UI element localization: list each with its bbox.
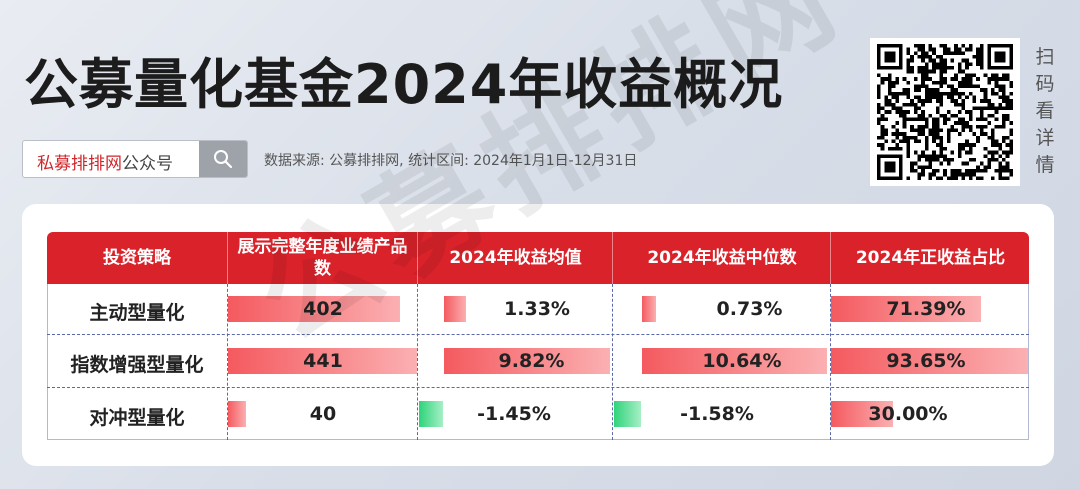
- row-divider: [47, 387, 1029, 388]
- positive-bar: [831, 401, 893, 427]
- strategy-label: 指数增强型量化: [70, 354, 204, 376]
- positive-value: 71.39%: [886, 298, 966, 320]
- scan-char: 情: [1035, 154, 1055, 176]
- mean-value: 9.82%: [498, 350, 565, 372]
- scan-char: 码: [1035, 73, 1055, 95]
- median-value: -1.58%: [680, 403, 754, 425]
- positive-value: 93.65%: [886, 350, 966, 372]
- page-title: 公募量化基金2024年收益概况: [24, 53, 784, 116]
- header-count: 展示完整年度业绩产品数: [227, 232, 417, 284]
- median-bar: [614, 401, 641, 427]
- median-value: 0.73%: [716, 298, 783, 320]
- scan-char: 扫: [1035, 46, 1055, 68]
- column-divider: [830, 284, 831, 440]
- header-median: 2024年收益中位数: [612, 232, 831, 284]
- count-value: 402: [303, 298, 343, 320]
- column-divider: [417, 284, 418, 440]
- data-source-note: 数据来源: 公募排排网, 统计区间: 2024年1月1日-12月31日: [264, 153, 638, 169]
- table-border: [47, 284, 1029, 440]
- mean-value: 1.33%: [504, 298, 570, 320]
- scan-caption: 扫 码 看 详 情: [1033, 44, 1057, 179]
- table-row: 主动型量化 402 1.33% 0.73% 71.39%: [47, 284, 1029, 334]
- scan-char: 看: [1035, 100, 1055, 122]
- count-bar: [228, 401, 246, 427]
- mean-bar: [444, 348, 610, 374]
- qr-code-icon: [877, 44, 1013, 180]
- strategy-label: 对冲型量化: [89, 407, 185, 429]
- table-row: 指数增强型量化 441 9.82% 10.64% 93.65%: [47, 335, 1029, 387]
- header-strategy: 投资策略: [103, 248, 171, 268]
- table-header: 投资策略 展示完整年度业绩产品数 2024年收益均值 2024年收益中位数 20…: [47, 232, 1029, 284]
- search-button[interactable]: [199, 141, 247, 177]
- brand-suffix: 公众号: [122, 154, 173, 174]
- median-bar: [642, 348, 827, 374]
- median-value: 10.64%: [702, 350, 782, 372]
- positive-bar: [831, 296, 981, 322]
- brand-name: 私募排排网: [37, 154, 122, 174]
- scan-char: 详: [1035, 127, 1055, 149]
- mean-bar: [419, 401, 443, 427]
- column-divider: [227, 284, 228, 440]
- mean-bar: [444, 296, 466, 322]
- search-brand-text: 私募排排网公众号: [37, 149, 173, 174]
- median-bar: [642, 296, 656, 322]
- count-bar: [228, 348, 417, 374]
- positive-bar: [831, 348, 1028, 374]
- header-mean: 2024年收益均值: [417, 232, 613, 284]
- row-divider: [47, 334, 1029, 335]
- positive-value: 30.00%: [868, 403, 948, 425]
- header-positive: 2024年正收益占比: [830, 232, 1030, 284]
- search-box[interactable]: 私募排排网公众号: [22, 140, 248, 178]
- count-value: 441: [303, 350, 343, 372]
- mean-value: -1.45%: [477, 403, 551, 425]
- strategy-label: 主动型量化: [89, 302, 185, 324]
- search-icon: [214, 150, 233, 169]
- column-divider: [612, 284, 613, 440]
- table-row: 对冲型量化 40 -1.45% -1.58% 30.00%: [47, 388, 1029, 440]
- count-value: 40: [309, 403, 337, 425]
- count-bar: [228, 296, 400, 322]
- qr-code[interactable]: [870, 38, 1020, 186]
